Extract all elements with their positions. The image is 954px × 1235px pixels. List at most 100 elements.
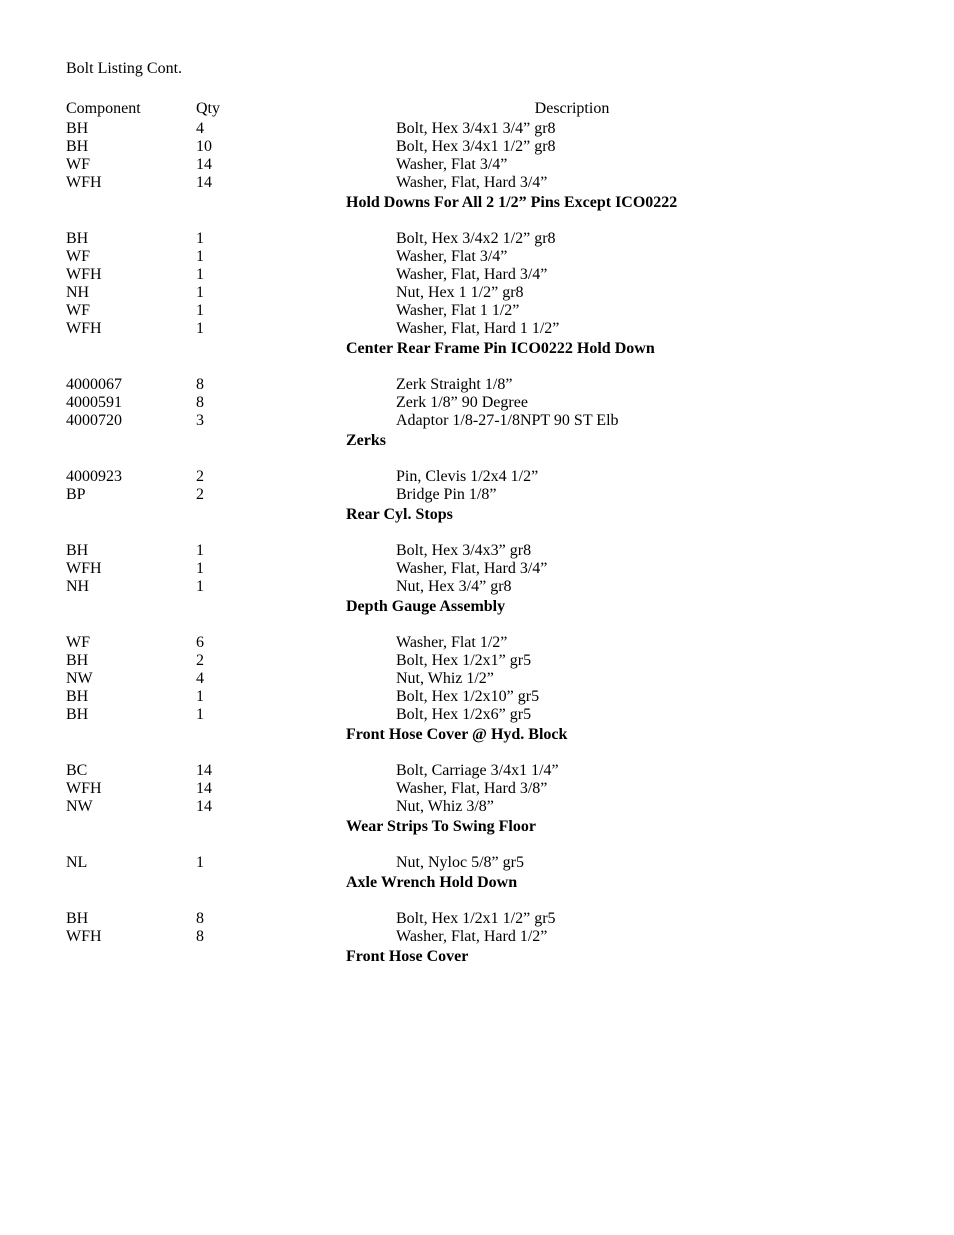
table-row: BH1Bolt, Hex 3/4x3” gr8 [66,542,888,560]
cell-component: NW [66,798,196,816]
section-heading: Front Hose Cover [66,948,888,966]
cell-component: WFH [66,266,196,284]
cell-description: Nut, Whiz 1/2” [396,670,888,688]
table-row: NW4Nut, Whiz 1/2” [66,670,888,688]
cell-component: WF [66,156,196,174]
cell-description: Washer, Flat, Hard 3/4” [396,560,888,578]
table-row: 40009232Pin, Clevis 1/2x4 1/2” [66,468,888,486]
header-component: Component [66,100,196,118]
section-block: NL1Nut, Nyloc 5/8” gr5 Axle Wrench Hold D… [66,854,888,892]
cell-qty: 8 [196,910,396,928]
cell-description: Zerk 1/8” 90 Degree [396,394,888,412]
table-row: BH1Bolt, Hex 3/4x2 1/2” gr8 [66,230,888,248]
section-heading: Center Rear Frame Pin ICO0222 Hold Down [66,340,888,358]
cell-qty: 1 [196,578,396,596]
table-row: NL1Nut, Nyloc 5/8” gr5 [66,854,888,872]
cell-component: BH [66,652,196,670]
cell-component: 4000067 [66,376,196,394]
cell-description: Washer, Flat 3/4” [396,248,888,266]
cell-qty: 14 [196,174,396,192]
cell-qty: 1 [196,706,396,724]
cell-description: Washer, Flat, Hard 3/4” [396,266,888,284]
cell-description: Bolt, Hex 3/4x3” gr8 [396,542,888,560]
table-row: WFH14Washer, Flat, Hard 3/4” [66,174,888,192]
header-qty: Qty [196,100,396,118]
cell-description: Bolt, Hex 1/2x1” gr5 [396,652,888,670]
table-row: WF1Washer, Flat 3/4” [66,248,888,266]
cell-component: BH [66,542,196,560]
table-row: WFH1Washer, Flat, Hard 1 1/2” [66,320,888,338]
cell-description: Nut, Nyloc 5/8” gr5 [396,854,888,872]
table-row: WFH8Washer, Flat, Hard 1/2” [66,928,888,946]
cell-qty: 14 [196,762,396,780]
table-row: BH1Bolt, Hex 1/2x6” gr5 [66,706,888,724]
cell-description: Nut, Hex 3/4” gr8 [396,578,888,596]
cell-qty: 8 [196,928,396,946]
cell-component: NW [66,670,196,688]
cell-component: WFH [66,560,196,578]
table-row: WF14Washer, Flat 3/4” [66,156,888,174]
cell-description: Washer, Flat 1/2” [396,634,888,652]
header-description: Description [396,100,888,118]
table-row: BH8Bolt, Hex 1/2x1 1/2” gr5 [66,910,888,928]
cell-component: WF [66,634,196,652]
section-heading: Wear Strips To Swing Floor [66,818,888,836]
cell-component: BH [66,910,196,928]
cell-qty: 1 [196,542,396,560]
cell-component: NL [66,854,196,872]
cell-qty: 1 [196,266,396,284]
cell-description: Washer, Flat, Hard 1/2” [396,928,888,946]
cell-description: Bolt, Hex 1/2x1 1/2” gr5 [396,910,888,928]
cell-description: Bolt, Carriage 3/4x1 1/4” [396,762,888,780]
cell-qty: 10 [196,138,396,156]
cell-qty: 2 [196,486,396,504]
cell-component: BP [66,486,196,504]
cell-component: BH [66,230,196,248]
cell-component: BH [66,138,196,156]
table-row: 40007203Adaptor 1/8-27-1/8NPT 90 ST Elb [66,412,888,430]
cell-component: BH [66,688,196,706]
cell-component: 4000923 [66,468,196,486]
cell-qty: 1 [196,248,396,266]
cell-description: Pin, Clevis 1/2x4 1/2” [396,468,888,486]
section-heading: Axle Wrench Hold Down [66,874,888,892]
cell-qty: 1 [196,320,396,338]
cell-description: Nut, Whiz 3/8” [396,798,888,816]
table-row: NW14Nut, Whiz 3/8” [66,798,888,816]
cell-description: Washer, Flat 1 1/2” [396,302,888,320]
cell-description: Zerk Straight 1/8” [396,376,888,394]
section-block: BH1Bolt, Hex 3/4x3” gr8WFH1Washer, Flat,… [66,542,888,616]
table-row: BP2Bridge Pin 1/8” [66,486,888,504]
cell-qty: 14 [196,156,396,174]
cell-component: WFH [66,780,196,798]
cell-qty: 1 [196,854,396,872]
cell-qty: 4 [196,120,396,138]
cell-component: WF [66,248,196,266]
table-row: BH2Bolt, Hex 1/2x1” gr5 [66,652,888,670]
cell-component: BC [66,762,196,780]
cell-description: Nut, Hex 1 1/2” gr8 [396,284,888,302]
cell-component: 4000720 [66,412,196,430]
cell-qty: 2 [196,652,396,670]
table-header-row: Component Qty Description [66,100,888,118]
cell-component: WFH [66,928,196,946]
cell-description: Washer, Flat, Hard 1 1/2” [396,320,888,338]
cell-qty: 6 [196,634,396,652]
cell-description: Bolt, Hex 1/2x10” gr5 [396,688,888,706]
cell-qty: 3 [196,412,396,430]
cell-component: WFH [66,174,196,192]
cell-description: Adaptor 1/8-27-1/8NPT 90 ST Elb [396,412,888,430]
cell-description: Bolt, Hex 1/2x6” gr5 [396,706,888,724]
cell-qty: 1 [196,560,396,578]
table-row: WFH1Washer, Flat, Hard 3/4” [66,560,888,578]
table-row: BH10Bolt, Hex 3/4x1 1/2” gr8 [66,138,888,156]
cell-qty: 1 [196,688,396,706]
section-block: 40000678Zerk Straight 1/8”40005918Zerk 1… [66,376,888,450]
cell-description: Bridge Pin 1/8” [396,486,888,504]
table-row: WFH1Washer, Flat, Hard 3/4” [66,266,888,284]
cell-component: WF [66,302,196,320]
section-block: BH4Bolt, Hex 3/4x1 3/4” gr8BH10Bolt, Hex… [66,120,888,212]
cell-qty: 1 [196,284,396,302]
cell-component: BH [66,120,196,138]
cell-qty: 8 [196,394,396,412]
